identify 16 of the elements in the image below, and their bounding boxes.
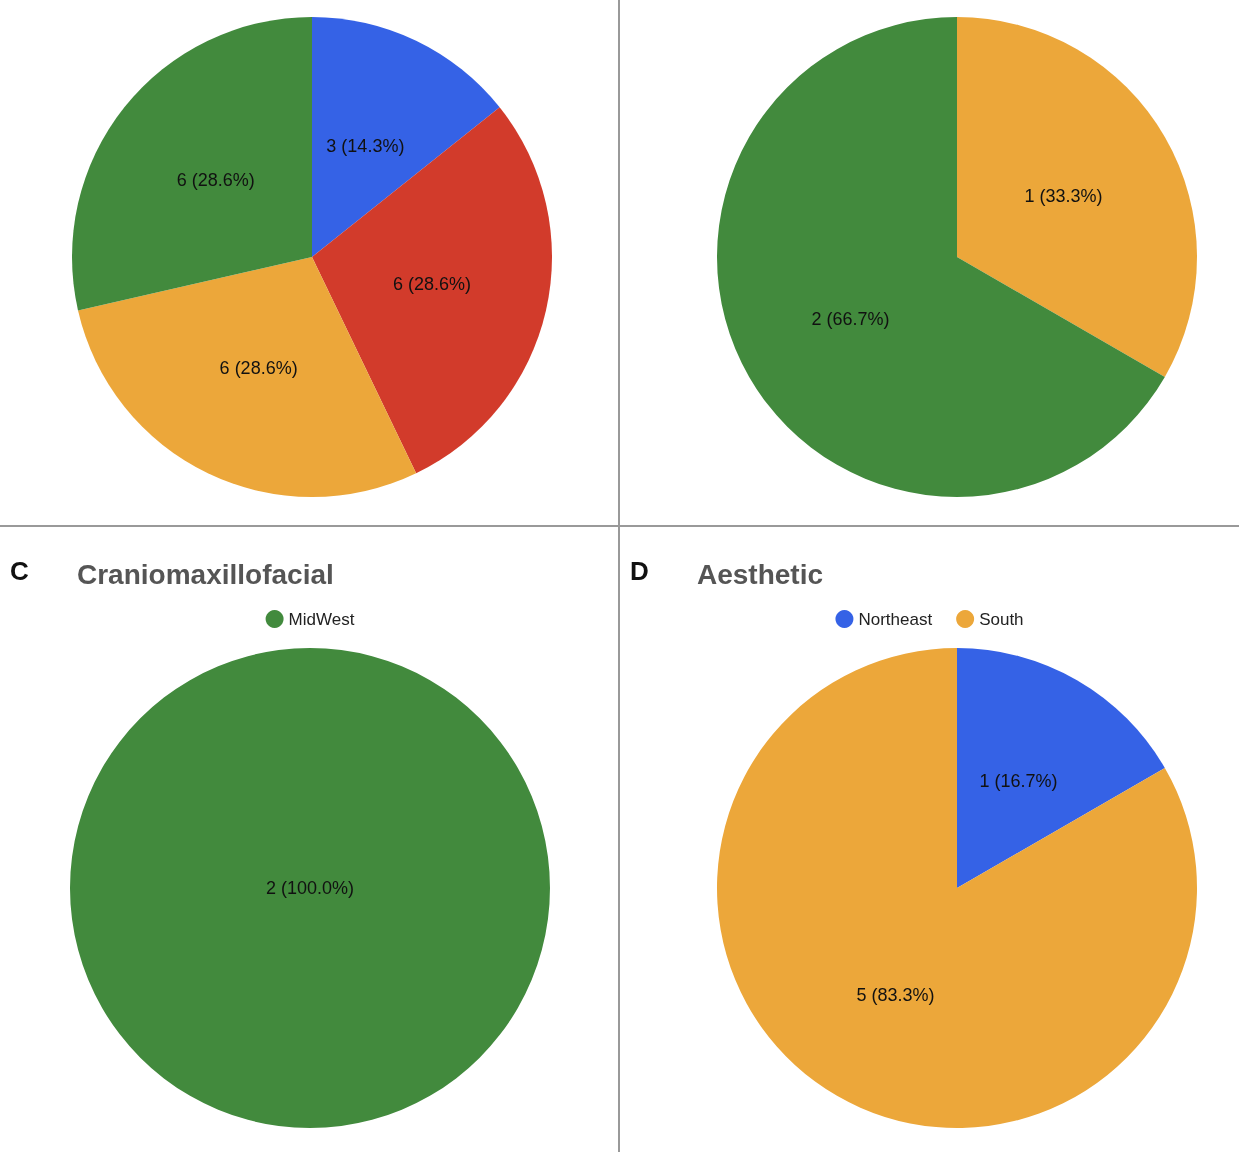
data-label: 5 (83.3%)	[856, 984, 935, 1005]
text: D	[630, 556, 649, 586]
chart-title: Aesthetic	[697, 558, 824, 590]
data-label: 6 (28.6%)	[219, 357, 298, 378]
data-label: 6 (28.6%)	[392, 274, 471, 295]
text: C	[10, 556, 29, 586]
data-label: 1 (16.7%)	[979, 771, 1058, 792]
data-label: 2 (66.7%)	[811, 308, 890, 329]
data-label: 2 (100.0%)	[265, 878, 355, 898]
data-label: 3 (14.3%)	[326, 136, 405, 157]
data-label: 6 (28.6%)	[176, 170, 255, 191]
data-label: 1 (33.3%)	[1024, 185, 1103, 206]
chart-title: Craniomaxillofacial	[77, 558, 334, 590]
legend-label: MidWest	[288, 609, 355, 629]
legend-label: South	[979, 609, 1024, 629]
legend-label: Northeast	[858, 609, 933, 629]
